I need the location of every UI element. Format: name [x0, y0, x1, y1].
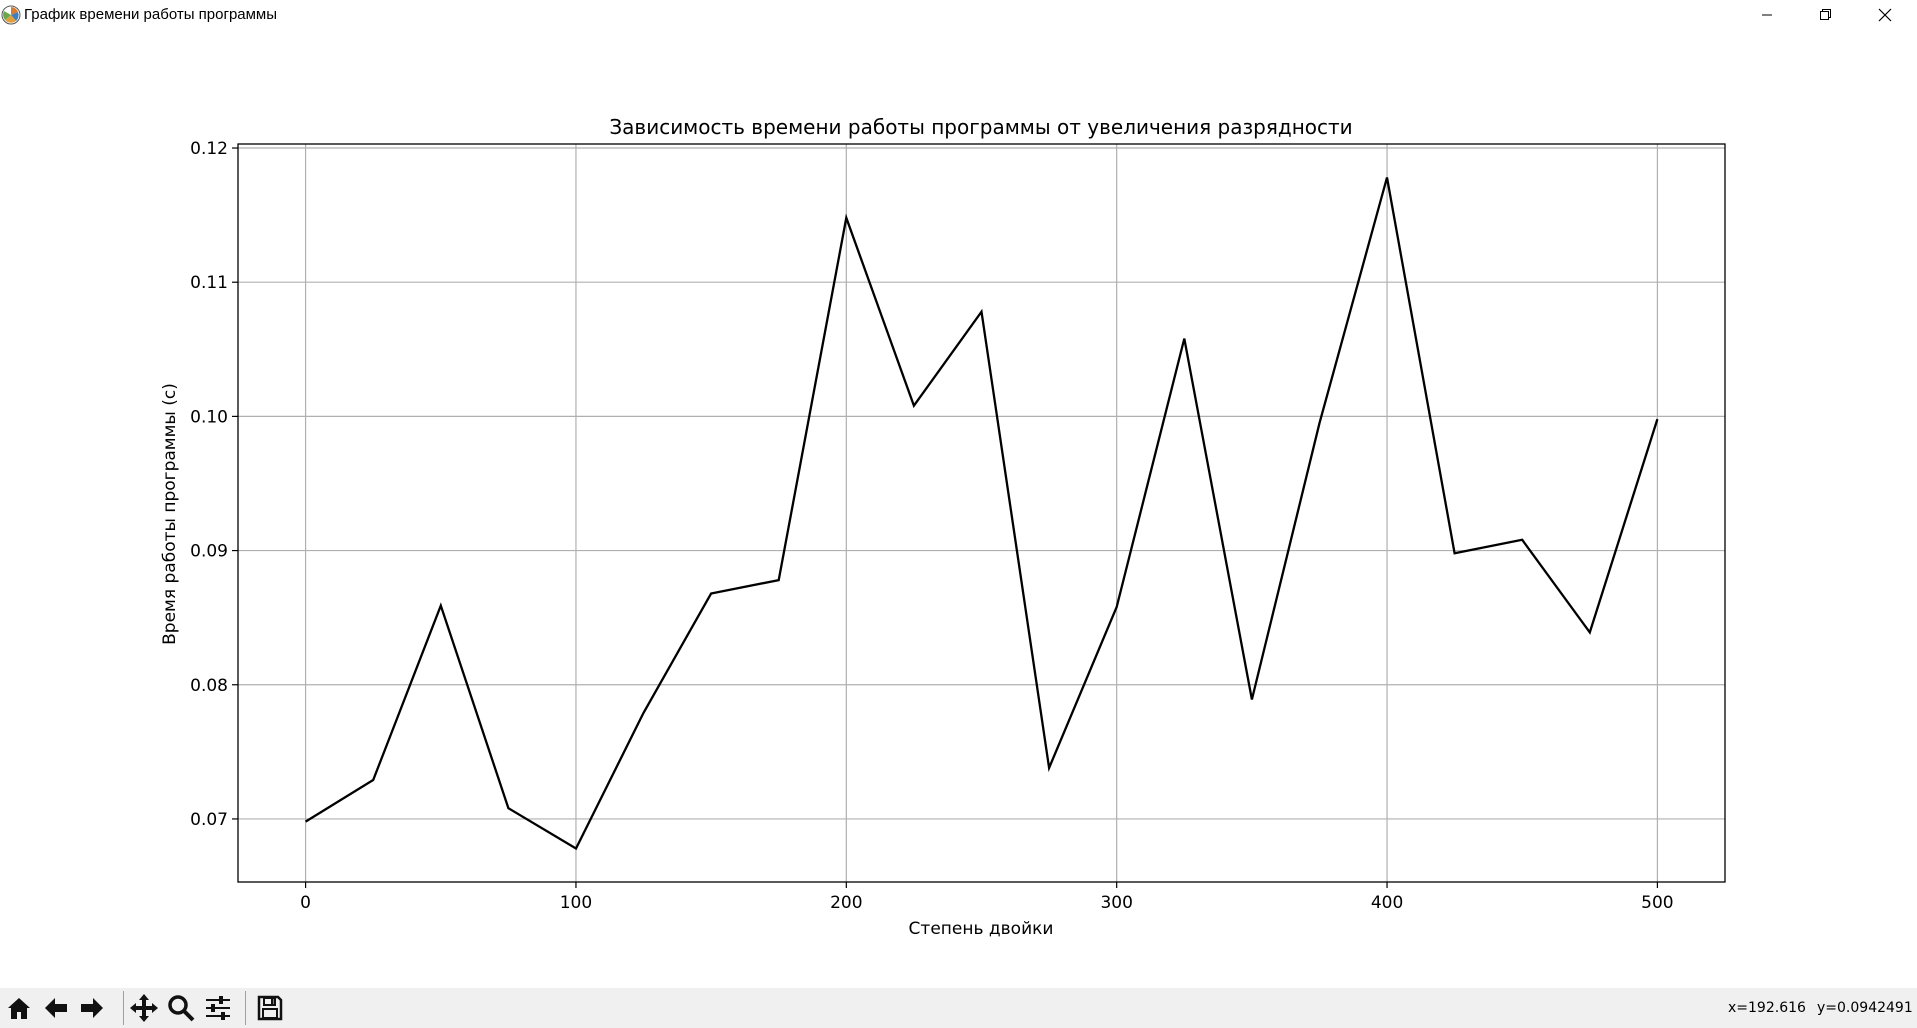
x-tick-label: 0 [300, 893, 311, 913]
window-title: График времени работы программы [24, 6, 278, 23]
y-tick-label: 0.07 [190, 810, 228, 830]
close-icon [1878, 8, 1892, 22]
y-tick-label: 0.11 [190, 273, 228, 293]
pan-button[interactable] [126, 990, 161, 1025]
navigation-toolbar: x=192.616 y=0.0942491 [0, 988, 1917, 1028]
series-line [304, 177, 1659, 851]
zoom-magnifier-icon [167, 994, 194, 1021]
x-tick-label: 300 [1100, 893, 1132, 913]
restore-icon [1820, 9, 1831, 20]
x-axis-label: Степень двойки [909, 919, 1054, 939]
plot-frame [237, 143, 1726, 883]
grid-lines [238, 144, 1725, 882]
close-button[interactable] [1856, 0, 1914, 30]
zoom-button[interactable] [163, 990, 198, 1025]
configure-subplots-icon [205, 995, 230, 1020]
minimize-icon [1762, 14, 1772, 16]
x-tick-label: 200 [830, 893, 862, 913]
save-disk-icon [257, 995, 282, 1020]
cursor-y-readout: y=0.0942491 [1817, 1000, 1913, 1016]
home-icon [7, 997, 30, 1019]
toolbar-separator [245, 991, 246, 1025]
y-tick-label: 0.12 [190, 139, 228, 159]
y-axis-ticks: 0.07 0.08 0.09 0.10 0.11 0.12 [190, 139, 238, 830]
pan-move-icon [129, 993, 158, 1022]
cursor-x-readout: x=192.616 [1728, 1000, 1806, 1016]
y-axis-label: Время работы программы (с) [160, 383, 180, 645]
x-tick-label: 400 [1371, 893, 1403, 913]
line-chart[interactable]: 0 100 200 300 400 500 0.07 0.08 0.09 0.10 0.11 0.1… [0, 30, 1917, 988]
window-titlebar: График времени работы программы [0, 0, 1917, 30]
forward-button[interactable] [74, 990, 109, 1025]
back-button[interactable] [38, 990, 73, 1025]
save-button[interactable] [252, 990, 287, 1025]
forward-arrow-icon [80, 997, 103, 1018]
toolbar-separator [123, 991, 124, 1025]
y-tick-label: 0.10 [190, 407, 228, 427]
y-tick-label: 0.08 [190, 676, 228, 696]
x-tick-label: 100 [560, 893, 592, 913]
minimize-button[interactable] [1738, 0, 1796, 30]
x-axis-ticks: 0 100 200 300 400 500 [300, 882, 1674, 913]
matplotlib-logo-icon [1, 5, 21, 25]
home-button[interactable] [1, 990, 36, 1025]
restore-button[interactable] [1797, 0, 1855, 30]
chart-title: Зависимость времени работы программы от … [609, 115, 1352, 139]
configure-subplots-button[interactable] [200, 990, 235, 1025]
x-tick-label: 500 [1641, 893, 1673, 913]
y-tick-label: 0.09 [190, 542, 228, 562]
back-arrow-icon [44, 997, 67, 1018]
